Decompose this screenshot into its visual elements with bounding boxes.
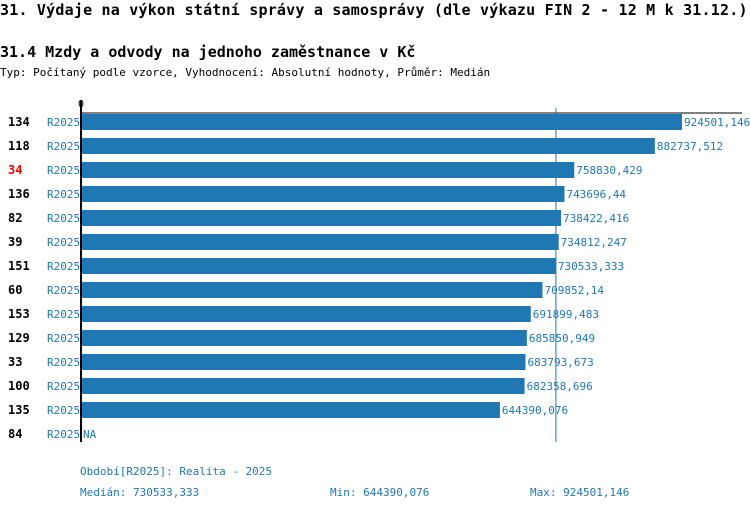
row-period-label: R2025 — [47, 380, 80, 393]
row-id-label: 153 — [8, 307, 30, 321]
row-id-label: 100 — [8, 379, 30, 393]
row-period-label: R2025 — [47, 164, 80, 177]
row-id-label: 134 — [8, 115, 30, 129]
footer-period: Období[R2025]: Realita - 2025 — [80, 465, 273, 478]
footer-median: Medián: 730533,333 — [80, 486, 200, 499]
row-period-label: R2025 — [47, 356, 80, 369]
bar-value-label: 882737,512 — [657, 140, 723, 153]
row-period-label: R2025 — [47, 428, 80, 441]
row-period-label: R2025 — [47, 260, 80, 273]
row-id-label: 39 — [8, 235, 22, 249]
bar — [81, 138, 655, 154]
bar-value-label: 738422,416 — [563, 212, 629, 225]
footer-min: Min: 644390,076 — [330, 486, 430, 499]
row-period-label: R2025 — [47, 212, 80, 225]
bar-value-label: 685850,949 — [529, 332, 595, 345]
row-id-label: 118 — [8, 139, 30, 153]
bar — [81, 258, 556, 274]
row-id-label: 136 — [8, 187, 30, 201]
bar-value-label: 743696,44 — [566, 188, 626, 201]
bar — [81, 210, 562, 226]
row-period-label: R2025 — [47, 284, 80, 297]
bar — [81, 354, 526, 370]
bar-value-label: 683793,673 — [528, 356, 594, 369]
row-id-label: 135 — [8, 403, 30, 417]
row-id-label: 34 — [8, 163, 22, 177]
bar — [81, 114, 682, 130]
bar — [81, 378, 525, 394]
row-period-label: R2025 — [47, 308, 80, 321]
row-id-label: 33 — [8, 355, 22, 369]
row-id-label: 60 — [8, 283, 22, 297]
footer-max: Max: 924501,146 — [530, 486, 630, 499]
bar — [81, 282, 543, 298]
chart-title: 31.4 Mzdy a odvody na jednoho zaměstnanc… — [0, 43, 416, 61]
bar-value-label: 730533,333 — [558, 260, 624, 273]
bar — [81, 186, 565, 202]
row-period-label: R2025 — [47, 116, 80, 129]
bar-value-label: NA — [83, 428, 97, 441]
bar — [81, 306, 531, 322]
row-id-label: 82 — [8, 211, 22, 225]
bar-value-label: 682358,696 — [527, 380, 593, 393]
bar — [81, 234, 559, 250]
bar-value-label: 644390,076 — [502, 404, 568, 417]
row-period-label: R2025 — [47, 236, 80, 249]
bar-value-label: 924501,146 — [684, 116, 750, 129]
bar — [81, 330, 527, 346]
bar-value-label: 691899,483 — [533, 308, 599, 321]
bar-value-label: 734812,247 — [561, 236, 627, 249]
row-id-label: 151 — [8, 259, 30, 273]
bar — [81, 162, 575, 178]
row-period-label: R2025 — [47, 404, 80, 417]
bar-value-label: 709852,14 — [544, 284, 604, 297]
row-id-label: 129 — [8, 331, 30, 345]
bar — [81, 402, 500, 418]
row-period-label: R2025 — [47, 140, 80, 153]
row-period-label: R2025 — [47, 188, 80, 201]
chart-description: Typ: Počítaný podle vzorce, Vyhodnocení:… — [0, 66, 491, 79]
row-period-label: R2025 — [47, 332, 80, 345]
page-title: 31. Výdaje na výkon státní správy a samo… — [0, 1, 748, 19]
row-id-label: 84 — [8, 427, 22, 441]
bar-value-label: 758830,429 — [576, 164, 642, 177]
